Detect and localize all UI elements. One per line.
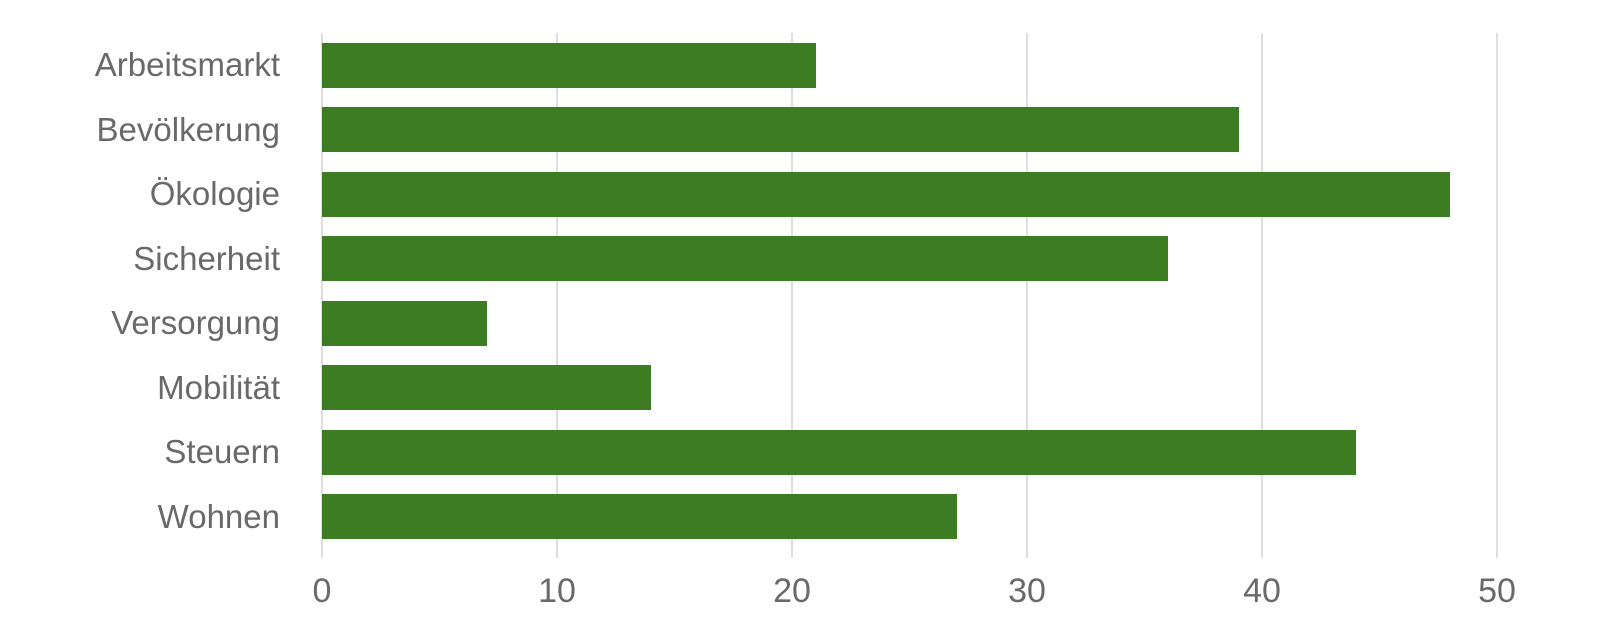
- x-tick-label: 30: [1008, 572, 1046, 610]
- bar-versorgung: [322, 300, 487, 346]
- category-label: Bevölkerung: [96, 110, 280, 148]
- gridline: [1496, 33, 1498, 558]
- gridline: [1261, 33, 1263, 558]
- x-tick-label: 0: [312, 572, 332, 610]
- gridline: [791, 33, 793, 558]
- gridline: [321, 33, 323, 558]
- gridline: [556, 33, 558, 558]
- bar-row: [322, 485, 1497, 550]
- category-label: Mobilität: [157, 368, 280, 406]
- category-label: Steuern: [164, 433, 280, 471]
- category-label: Wohnen: [157, 497, 280, 535]
- gridline: [1026, 33, 1028, 558]
- bar-rows: [322, 33, 1497, 549]
- bar-sicherheit: [322, 236, 1168, 282]
- category-label: Sicherheit: [133, 239, 280, 277]
- bar-row: [322, 33, 1497, 98]
- bar-row: [322, 227, 1497, 292]
- x-tick-label: 20: [773, 572, 811, 610]
- x-tick-label: 40: [1243, 572, 1281, 610]
- category-label: Versorgung: [111, 304, 280, 342]
- bar-row: [322, 98, 1497, 163]
- bar-arbeitsmarkt: [322, 42, 816, 88]
- bar-wohnen: [322, 494, 957, 540]
- x-tick-label: 10: [538, 572, 576, 610]
- bar-row: [322, 356, 1497, 421]
- bar-row: [322, 420, 1497, 485]
- plot-area: [321, 33, 1498, 558]
- bar-ökologie: [322, 171, 1450, 217]
- bar-bevölkerung: [322, 107, 1239, 153]
- x-tick-label: 50: [1478, 572, 1516, 610]
- category-axis: Arbeitsmarkt Bevölkerung Ökologie Sicherhei…: [0, 33, 280, 549]
- category-label: Ökologie: [149, 175, 280, 213]
- bar-row: [322, 291, 1497, 356]
- category-label: Arbeitsmarkt: [94, 46, 280, 84]
- bar-row: [322, 162, 1497, 227]
- bar-mobilität: [322, 365, 651, 411]
- bar-steuern: [322, 429, 1356, 475]
- value-axis: 0 10 20 30 40 50: [313, 572, 1516, 618]
